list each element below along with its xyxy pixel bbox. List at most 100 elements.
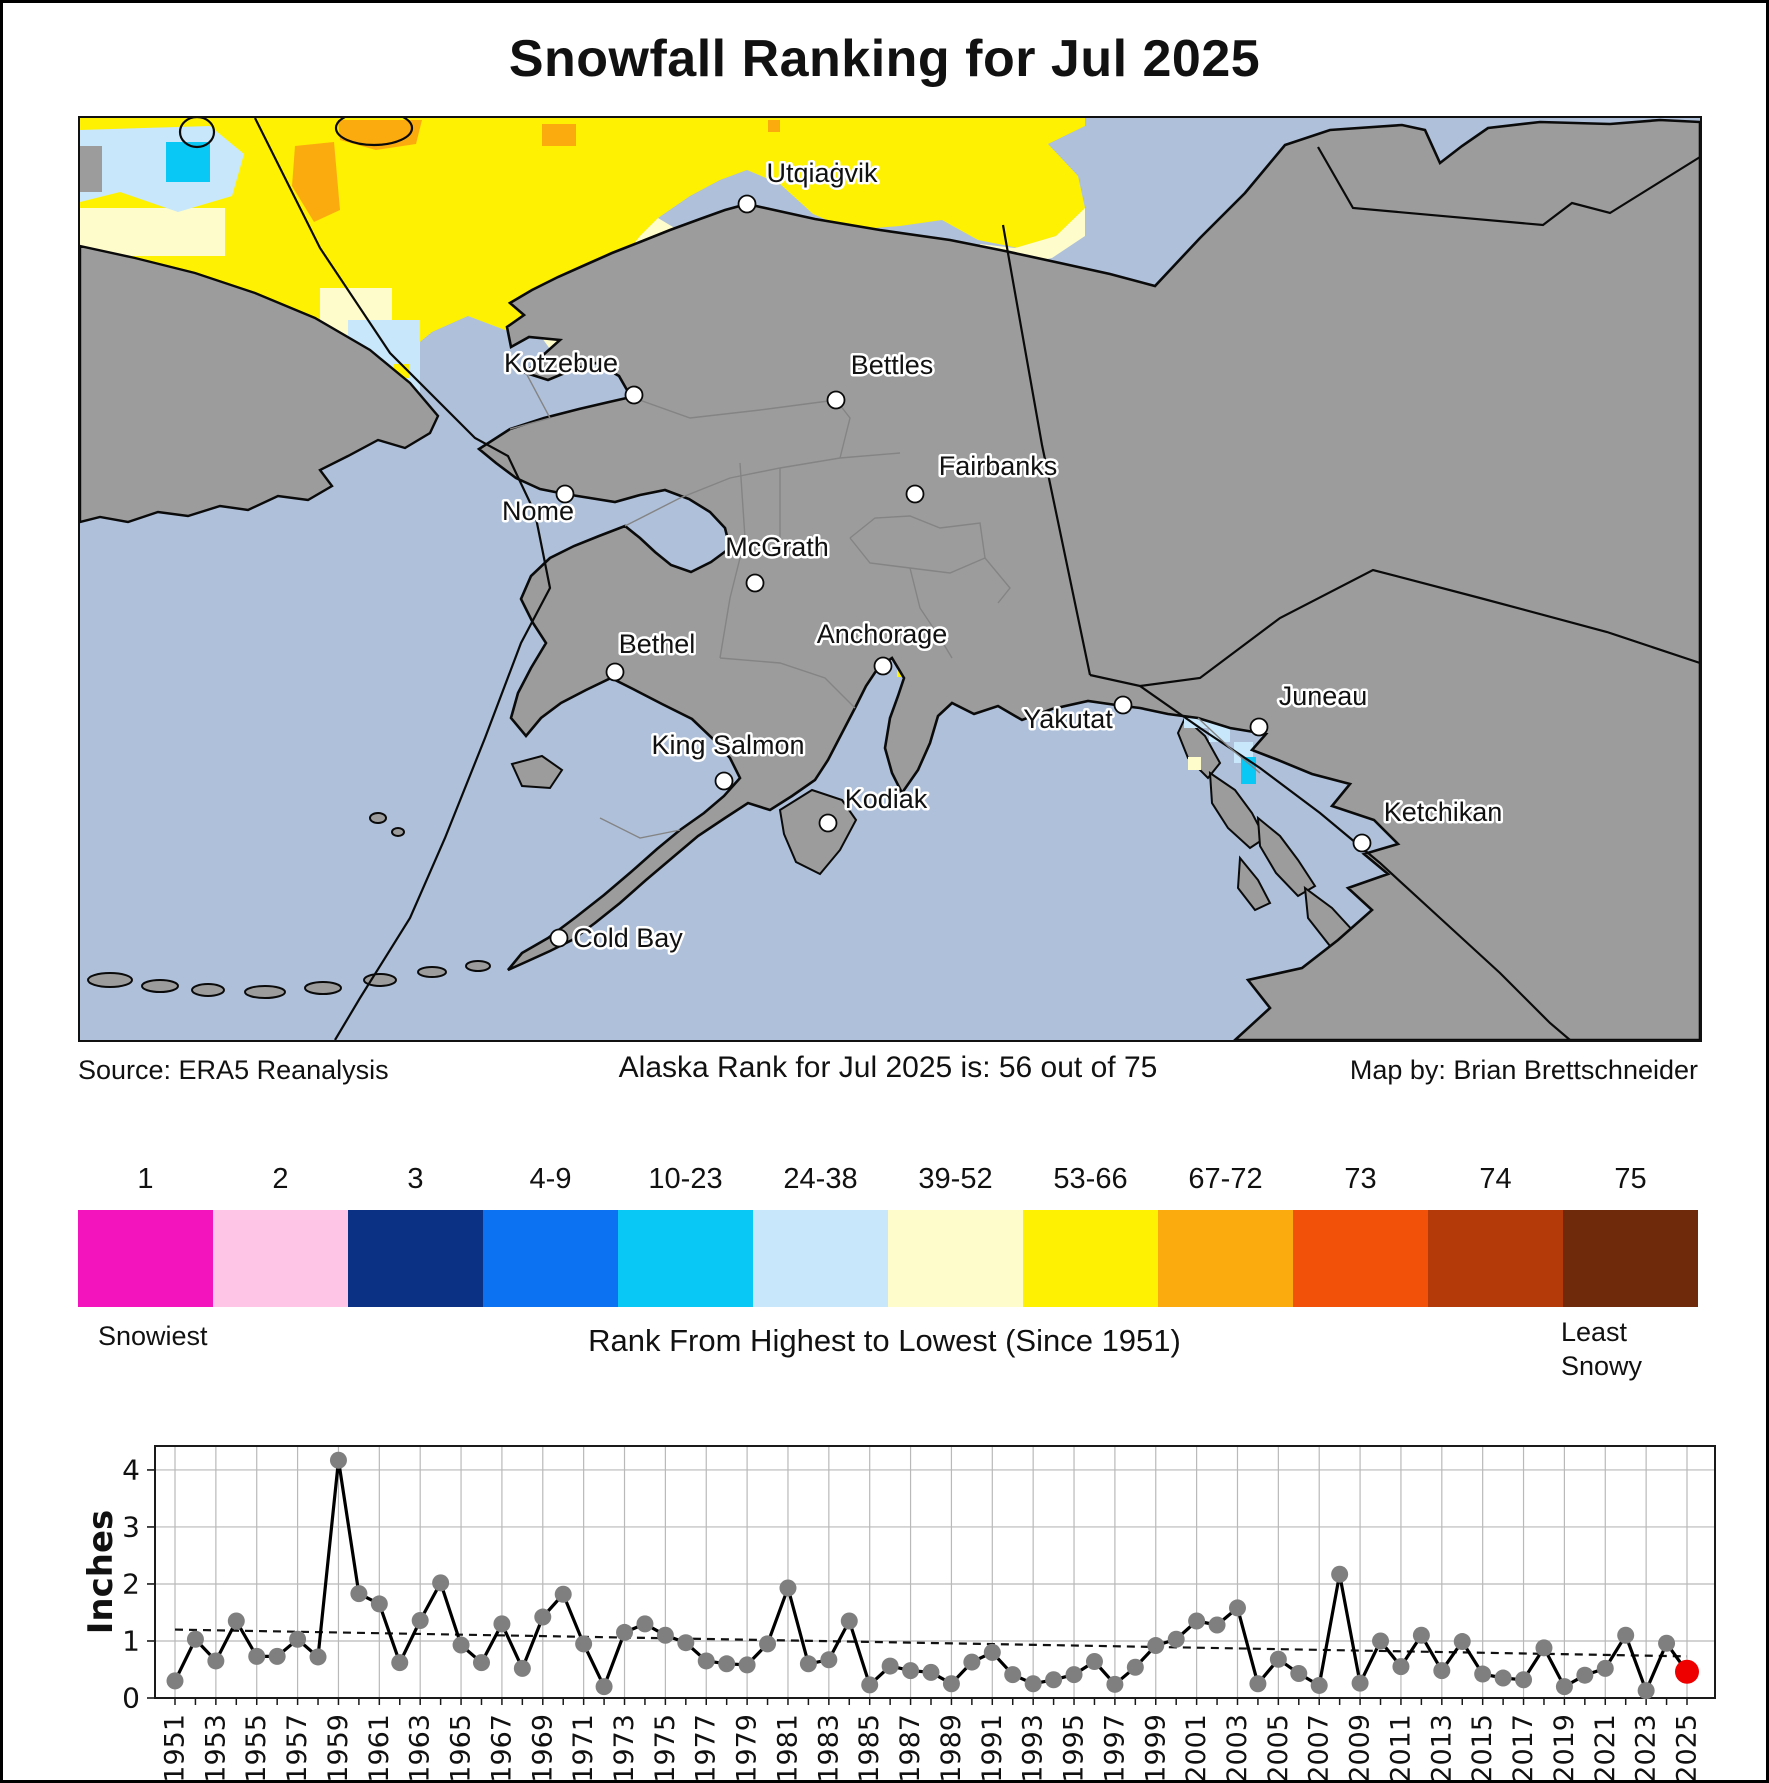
city-label: Utqiaġvik [766,158,878,188]
svg-text:2013: 2013 [1426,1714,1457,1783]
data-point [268,1647,286,1665]
data-point [820,1651,838,1669]
data-point [1269,1650,1287,1668]
svg-text:1: 1 [122,1624,140,1657]
city-label: Juneau [1279,681,1368,711]
city-label: Fairbanks [939,451,1058,481]
svg-text:2009: 2009 [1345,1714,1376,1783]
svg-text:4: 4 [122,1453,140,1486]
data-point [289,1630,307,1648]
data-point [1535,1639,1553,1657]
svg-text:1975: 1975 [650,1714,681,1783]
data-point [840,1612,858,1630]
data-point [1637,1682,1655,1700]
data-point [861,1676,879,1694]
svg-text:3: 3 [122,1510,140,1543]
legend-swatch [78,1210,213,1307]
data-point [1576,1666,1594,1684]
data-point [677,1634,695,1652]
svg-text:1981: 1981 [772,1714,803,1783]
data-point [1310,1676,1328,1694]
credit-text: Map by: Brian Brettschneider [1349,1055,1698,1085]
data-point [1208,1616,1226,1634]
legend-swatch [348,1210,483,1307]
svg-text:1973: 1973 [609,1714,640,1783]
city-marker [1352,833,1372,853]
svg-text:2001: 2001 [1181,1714,1212,1783]
legend-category-label: 1 [137,1163,154,1195]
legend-swatch [753,1210,888,1307]
data-point [1433,1662,1451,1680]
legend-colorbar [78,1210,1698,1307]
data-point [1596,1659,1614,1677]
data-point [1474,1665,1492,1683]
svg-text:Inches: Inches [81,1510,121,1635]
legend-category-label: 67-72 [1188,1163,1263,1195]
svg-text:1977: 1977 [691,1714,722,1783]
data-point [1065,1666,1083,1684]
data-point [554,1585,572,1603]
legend-category-label: 2 [272,1163,289,1195]
svg-text:1995: 1995 [1059,1714,1090,1783]
data-point [1392,1658,1410,1676]
source-text: Source: ERA5 Reanalysis [78,1055,389,1085]
svg-text:1979: 1979 [732,1714,763,1783]
data-point [1555,1678,1573,1696]
svg-text:1969: 1969 [527,1714,558,1783]
data-point [513,1659,531,1677]
data-point [391,1654,409,1672]
legend-category-label: 75 [1614,1163,1647,1195]
rank-text: Alaska Rank for Jul 2025 is: 56 out of 7… [618,1051,1158,1084]
svg-text:1953: 1953 [200,1714,231,1783]
svg-text:1987: 1987 [895,1714,926,1783]
city-marker [745,573,765,593]
legend-category-label: 74 [1479,1163,1512,1195]
svg-text:1965: 1965 [446,1714,477,1783]
legend-swatch [618,1210,753,1307]
highlight-point-2025 [1675,1659,1699,1684]
svg-text:2023: 2023 [1631,1714,1662,1783]
data-point [1249,1675,1267,1693]
legend-category-label: 3 [407,1163,424,1195]
svg-text:1989: 1989 [936,1714,967,1783]
data-point [1290,1664,1308,1682]
data-point [595,1678,613,1696]
city-marker [605,662,625,682]
city-marker [826,390,846,410]
data-point [718,1655,736,1673]
data-point [493,1615,511,1633]
map-figure: Utqiaġvik Kotzebue Bettles Nome Fairbanks McG… [78,116,1702,1042]
legend-swatch [1023,1210,1158,1307]
data-point [1412,1626,1430,1644]
data-point [472,1654,490,1672]
svg-text:1985: 1985 [854,1714,885,1783]
svg-text:1963: 1963 [405,1714,436,1783]
svg-text:2019: 2019 [1549,1714,1580,1783]
city-label: Cold Bay [573,923,683,953]
legend-swatch [1428,1210,1563,1307]
data-point [902,1662,920,1680]
data-point [186,1630,204,1648]
svg-text:2017: 2017 [1508,1714,1539,1783]
svg-text:2003: 2003 [1222,1714,1253,1783]
legend-swatch [213,1210,348,1307]
city-label: Yakutat [1023,704,1113,734]
svg-text:1957: 1957 [282,1714,313,1783]
legend-least-snowy-label: Least Snowy [1561,1317,1643,1381]
svg-text:1959: 1959 [323,1714,354,1783]
data-point [738,1656,756,1674]
svg-text:2025: 2025 [1672,1714,1703,1783]
legend-category-label: 4-9 [529,1163,572,1195]
snowfall-timeseries-chart: 0 1 2 3 4 1951 1953 1955 1957 1959 1961 1963 1965 196… [3,1398,1766,1783]
data-point [309,1648,327,1666]
city-marker [1113,695,1133,715]
data-point [983,1643,1001,1661]
city-label: McGrath [725,532,829,562]
svg-text:1993: 1993 [1018,1714,1049,1783]
data-point [1658,1634,1676,1652]
city-label: Kotzebue [504,348,618,378]
svg-text:2011: 2011 [1385,1714,1416,1783]
legend-swatch [483,1210,618,1307]
